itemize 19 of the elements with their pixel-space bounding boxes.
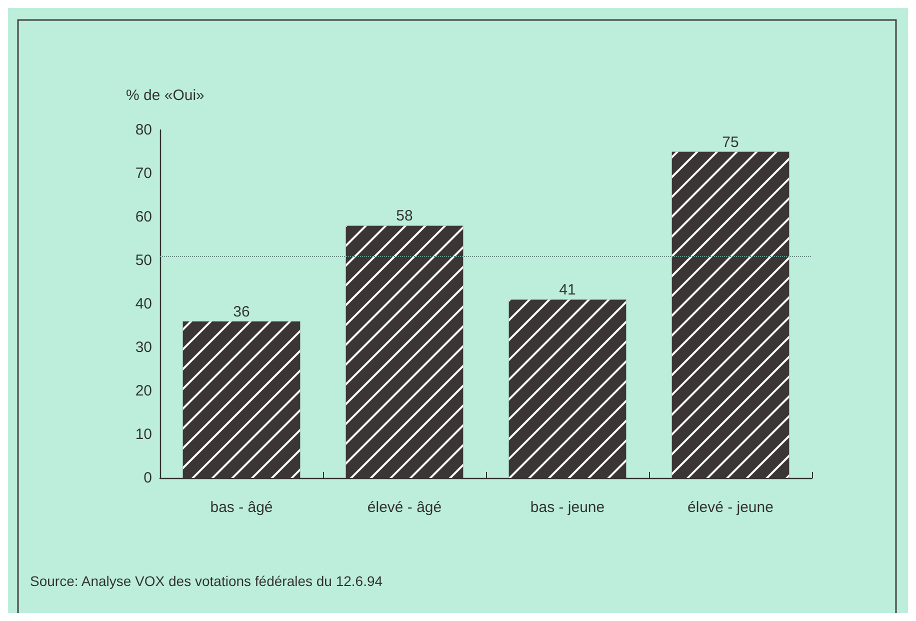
data-label: 58 [396,208,413,225]
data-label: 75 [722,134,739,151]
y-tick-label: 20 [135,382,152,400]
y-axis-title: % de «Oui» [126,87,204,104]
data-label: 41 [559,282,576,299]
y-tick-label: 10 [135,426,152,443]
x-tick-label: élevé - jeune [688,499,774,516]
data-label: 36 [233,303,250,320]
y-tick-label: 60 [135,208,152,226]
source-note: Source: Analyse VOX des votations fédérales du 12.6.94 [30,573,383,589]
y-tick-label: 50 [135,252,152,269]
y-tick-label: 70 [135,165,152,182]
y-tick-label: 30 [135,339,152,356]
y-tick-label: 80 [135,122,152,138]
y-tick-label: 0 [144,470,152,486]
y-tick-label: 40 [135,296,152,312]
x-tick-label: élevé - âgé [367,499,442,516]
x-tick-label: bas - âgé [210,499,273,516]
x-tick-label: bas - jeune [530,499,605,516]
